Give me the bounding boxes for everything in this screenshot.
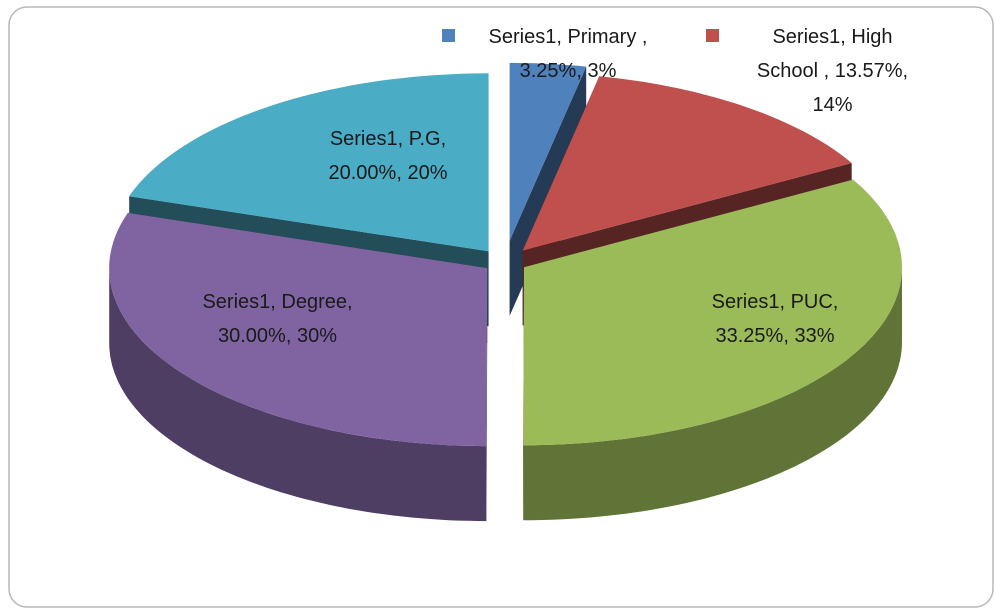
slice-wall [523, 267, 902, 521]
data-label: Series1, Degree, 30.00%, 30% [202, 291, 353, 347]
data-label: Series1, Primary , 3.25%, 3% [488, 26, 648, 82]
data-label: Series1, PUC, 33.25%, 33% [711, 291, 839, 347]
slice [523, 179, 902, 446]
slice [522, 76, 852, 251]
slice [523, 179, 902, 521]
slice [129, 73, 489, 252]
slice [509, 62, 587, 241]
data-label: Series1, High School , 13.57%, 14% [756, 26, 909, 116]
slice [109, 212, 488, 447]
label-key [706, 29, 719, 42]
slice [109, 212, 488, 522]
slice-wall [109, 268, 487, 522]
label-key [442, 29, 455, 42]
data-label: Series1, P.G, 20.00%, 20% [328, 128, 448, 184]
